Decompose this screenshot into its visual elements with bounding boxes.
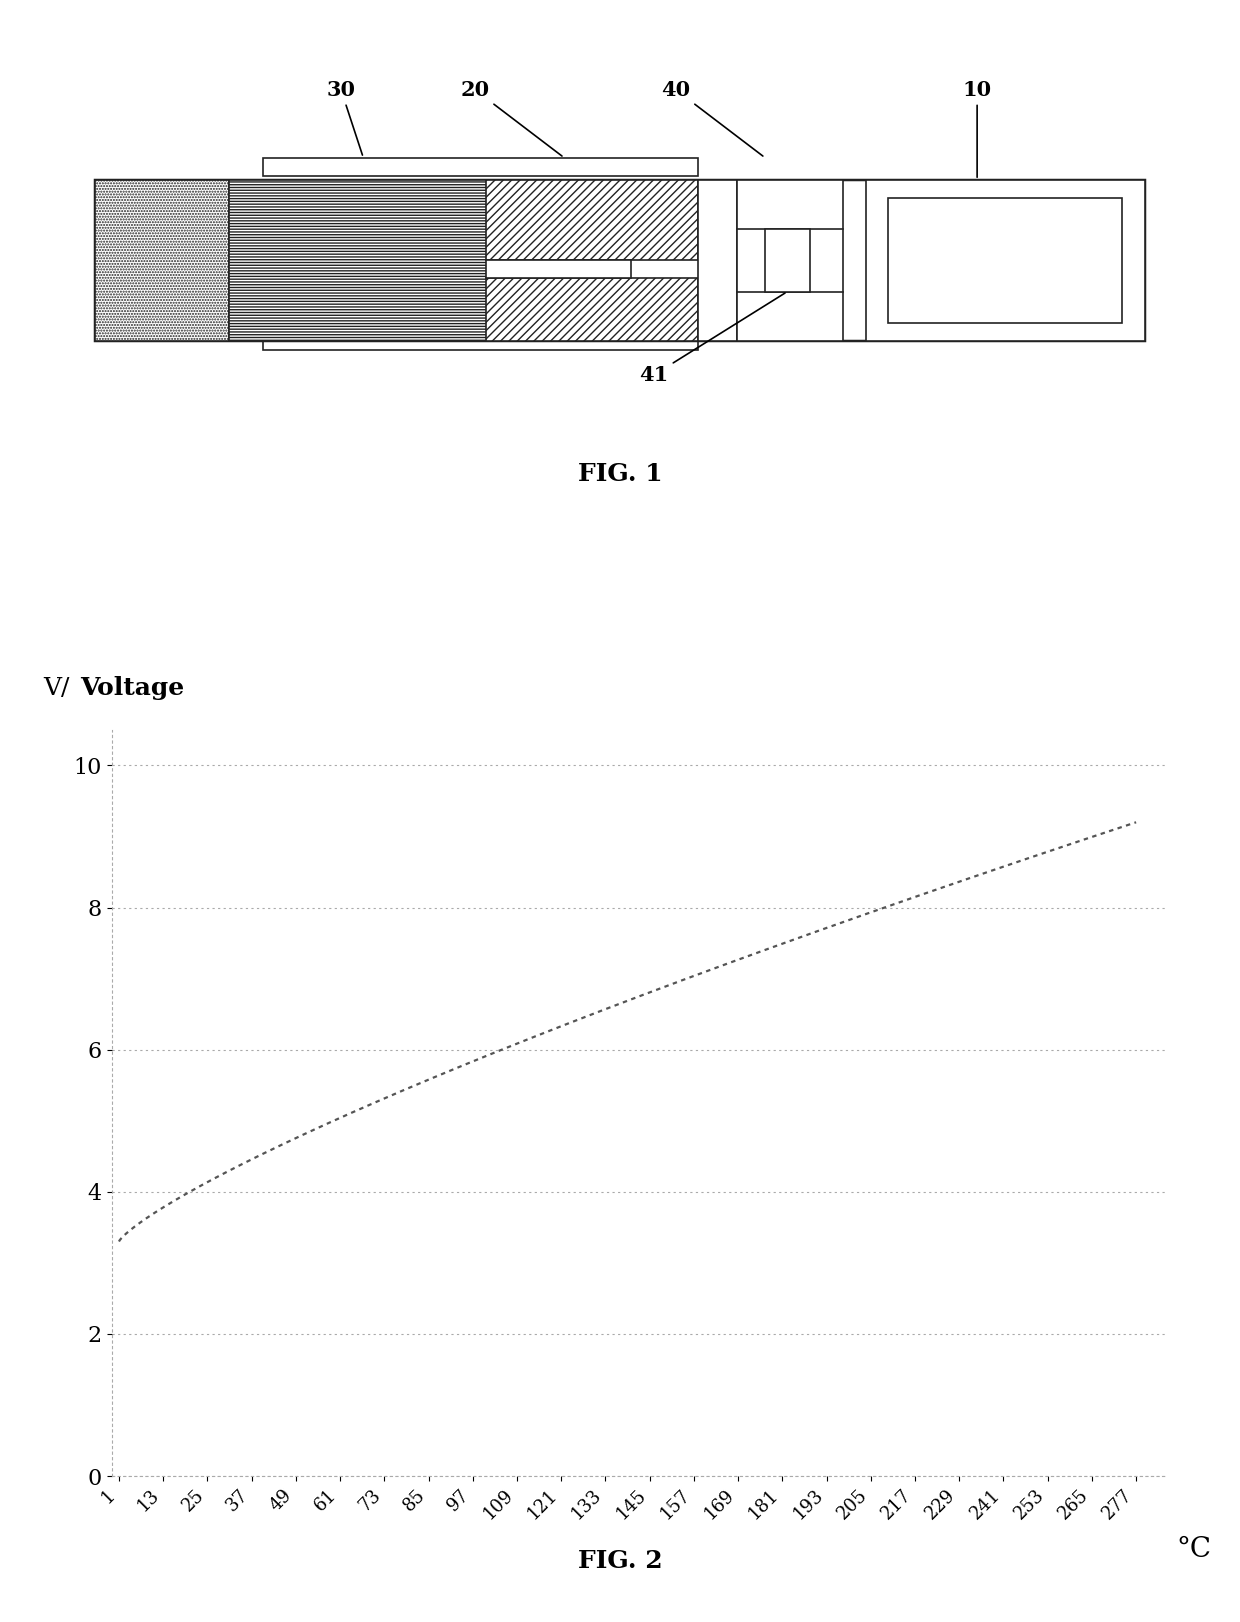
Bar (866, 180, 1145, 341)
Text: 20: 20 (460, 79, 562, 156)
Text: °C: °C (1176, 1536, 1211, 1562)
Bar (95, 180, 229, 341)
Text: 40: 40 (661, 79, 763, 156)
Text: Voltage: Voltage (79, 676, 185, 701)
Bar (737, 180, 843, 341)
Bar (698, 180, 737, 341)
Bar (486, 260, 631, 279)
Text: 10: 10 (962, 79, 992, 177)
Bar (95, 180, 1145, 341)
Text: FIG. 1: FIG. 1 (578, 462, 662, 487)
Bar (263, 331, 698, 349)
Text: V/: V/ (43, 676, 69, 701)
Bar (229, 180, 497, 341)
Bar (486, 180, 698, 260)
Bar (765, 229, 810, 292)
Text: FIG. 2: FIG. 2 (578, 1549, 662, 1573)
Text: 30: 30 (326, 79, 362, 156)
Bar (486, 279, 698, 341)
Bar (263, 157, 698, 175)
Bar (888, 198, 1122, 323)
Text: 41: 41 (639, 294, 785, 384)
